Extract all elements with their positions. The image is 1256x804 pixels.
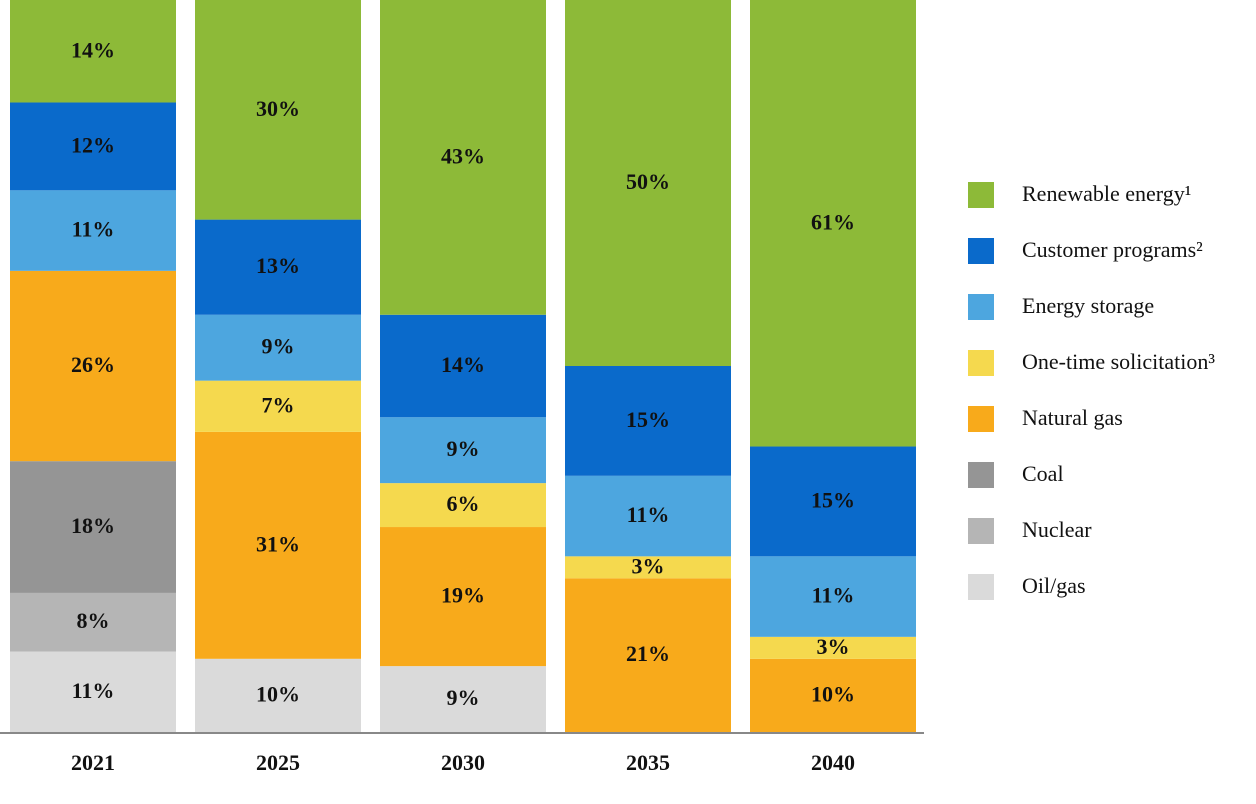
legend-label: Nuclear	[1022, 517, 1092, 542]
x-tick-label: 2021	[71, 750, 115, 775]
bar-segment	[195, 219, 361, 315]
bar-segment	[565, 366, 731, 476]
bar-segment	[750, 658, 916, 732]
data-label: 31%	[256, 531, 300, 556]
bar-segment	[195, 431, 361, 659]
legend-swatch	[968, 182, 994, 208]
legend-swatch	[968, 518, 994, 544]
data-label: 30%	[256, 96, 300, 121]
legend-label: Customer programs²	[1022, 237, 1203, 262]
data-label: 43%	[441, 143, 485, 168]
data-label: 3%	[632, 553, 665, 578]
bar-segment	[10, 270, 176, 462]
bar-segment	[565, 556, 731, 579]
bar-segment	[380, 417, 546, 484]
data-label: 10%	[256, 681, 300, 706]
data-label: 26%	[71, 352, 115, 377]
data-label: 9%	[447, 685, 480, 710]
legend-swatch	[968, 238, 994, 264]
bar-segment	[10, 592, 176, 652]
legend-label: Coal	[1022, 461, 1064, 486]
data-label: 8%	[77, 608, 110, 633]
bar-segment	[750, 556, 916, 637]
data-label: 11%	[72, 678, 115, 703]
data-label: 14%	[441, 352, 485, 377]
data-label: 19%	[441, 583, 485, 608]
bar-segment	[750, 446, 916, 557]
data-label: 11%	[812, 583, 855, 608]
data-label: 18%	[71, 513, 115, 538]
bar-segment	[10, 102, 176, 191]
data-label: 3%	[817, 634, 850, 659]
bar-segment	[10, 190, 176, 271]
data-label: 11%	[72, 217, 115, 242]
bar-segment	[10, 461, 176, 593]
bar-segment	[195, 658, 361, 732]
legend-label: Renewable energy¹	[1022, 181, 1191, 206]
data-label: 14%	[71, 37, 115, 62]
bar-segment	[565, 578, 731, 732]
legend-swatch	[968, 406, 994, 432]
legend-label: Energy storage	[1022, 293, 1154, 318]
data-label: 50%	[626, 169, 670, 194]
data-label: 12%	[71, 132, 115, 157]
data-label: 6%	[447, 491, 480, 516]
x-tick-label: 2025	[256, 750, 300, 775]
x-tick-label: 2030	[441, 750, 485, 775]
bar-segment	[380, 483, 546, 528]
bar-segment	[565, 0, 731, 366]
legend-swatch	[968, 574, 994, 600]
data-label: 9%	[262, 334, 295, 359]
bar-segment	[380, 527, 546, 667]
bar-segment	[750, 636, 916, 659]
data-label: 13%	[256, 253, 300, 278]
legend-label: One-time solicitation³	[1022, 349, 1215, 374]
legend-label: Oil/gas	[1022, 573, 1086, 598]
bar-segment	[195, 380, 361, 432]
bar-segment	[195, 0, 361, 220]
bar-segment	[10, 0, 176, 103]
bar-segment	[750, 0, 916, 447]
data-label: 15%	[811, 487, 855, 512]
x-tick-label: 2040	[811, 750, 855, 775]
legend-swatch	[968, 294, 994, 320]
x-tick-label: 2035	[626, 750, 670, 775]
bar-segment	[195, 314, 361, 381]
data-label: 10%	[811, 681, 855, 706]
bar-segment	[380, 666, 546, 732]
data-label: 9%	[447, 436, 480, 461]
legend-swatch	[968, 350, 994, 376]
bar-segment	[10, 651, 176, 732]
bar-segment	[380, 0, 546, 315]
legend-swatch	[968, 462, 994, 488]
data-label: 11%	[627, 502, 670, 527]
data-label: 15%	[626, 407, 670, 432]
data-label: 7%	[262, 392, 295, 417]
legend-label: Natural gas	[1022, 405, 1123, 430]
data-label: 21%	[626, 641, 670, 666]
data-label: 61%	[811, 209, 855, 234]
bar-segment	[565, 475, 731, 557]
bar-segment	[380, 314, 546, 418]
